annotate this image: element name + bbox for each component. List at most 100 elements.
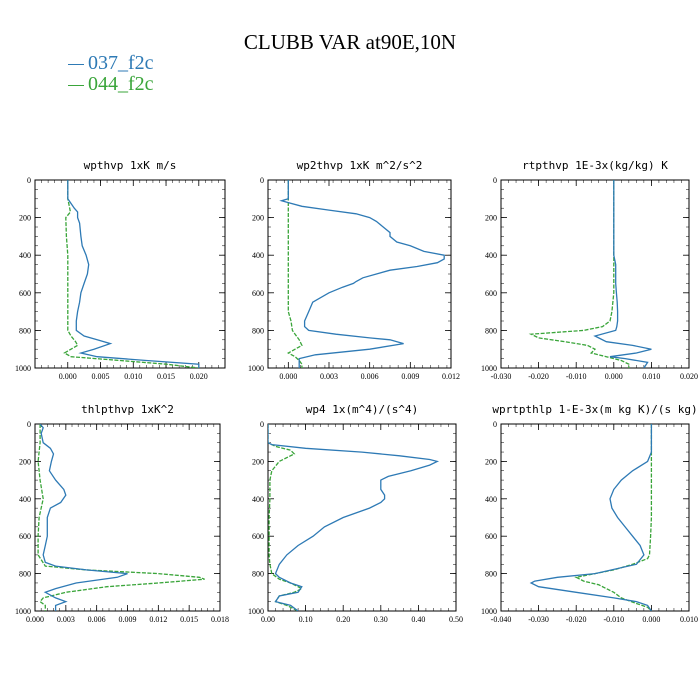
x-tick-label: 0.40	[411, 615, 425, 624]
y-tick-label: 1000	[248, 364, 264, 373]
series-line-037_f2c	[268, 424, 440, 611]
y-tick-label: 200	[252, 457, 264, 466]
series-line-044_f2c	[286, 180, 303, 368]
x-tick-label: 0.50	[449, 615, 463, 624]
x-tick-label: 0.000	[279, 372, 297, 381]
y-tick-label: 0	[260, 420, 264, 429]
y-tick-label: 600	[485, 532, 497, 541]
series-line-037_f2c	[39, 424, 128, 611]
legend-item-037: 037_f2c	[68, 52, 154, 74]
y-tick-label: 400	[19, 495, 31, 504]
y-tick-label: 200	[485, 214, 497, 223]
x-tick-label: 0.006	[88, 615, 106, 624]
y-tick-label: 800	[252, 326, 264, 335]
x-tick-label: 0.000	[642, 615, 660, 624]
y-tick-label: 0	[27, 420, 31, 429]
x-tick-label: -0.040	[491, 615, 512, 624]
series-line-044_f2c	[63, 180, 199, 368]
x-tick-label: 0.000	[26, 615, 44, 624]
x-tick-label: -0.010	[566, 372, 587, 381]
y-tick-label: 800	[19, 326, 31, 335]
x-tick-label: 0.00	[261, 615, 275, 624]
y-tick-label: 200	[252, 214, 264, 223]
y-tick-label: 800	[485, 570, 497, 579]
x-tick-label: 0.000	[59, 372, 77, 381]
x-tick-label: -0.030	[528, 615, 549, 624]
y-tick-label: 400	[252, 251, 264, 260]
y-tick-label: 800	[252, 570, 264, 579]
y-tick-label: 1000	[248, 607, 264, 616]
series-line-037_f2c	[67, 180, 200, 368]
x-tick-label: 0.003	[57, 615, 75, 624]
y-tick-label: 200	[19, 457, 31, 466]
series-line-037_f2c	[593, 180, 652, 368]
y-tick-label: 200	[485, 457, 497, 466]
series-line-044_f2c	[268, 424, 304, 611]
x-tick-label: 0.018	[211, 615, 229, 624]
y-tick-label: 800	[485, 326, 497, 335]
legend-swatch-037	[68, 63, 84, 65]
panel-title: thlpthvp 1xK^2	[81, 403, 174, 416]
y-tick-label: 200	[19, 214, 31, 223]
y-tick-label: 600	[485, 289, 497, 298]
panel-title: rtpthvp 1E-3x(kg/kg) K	[522, 159, 668, 172]
plot-frame	[267, 179, 452, 369]
x-tick-label: 0.020	[190, 372, 208, 381]
legend-label-044: 044_f2c	[88, 73, 154, 95]
y-tick-label: 1000	[15, 364, 31, 373]
x-tick-label: 0.009	[119, 615, 137, 624]
x-tick-label: -0.030	[491, 372, 512, 381]
y-tick-label: 400	[485, 495, 497, 504]
y-tick-label: 400	[485, 251, 497, 260]
x-tick-label: 0.30	[374, 615, 388, 624]
y-tick-label: 0	[260, 176, 264, 185]
x-tick-label: 0.010	[680, 615, 698, 624]
x-tick-label: 0.006	[361, 372, 379, 381]
legend-item-044: 044_f2c	[68, 73, 154, 95]
panel-title: wprtpthlp 1-E-3x(m kg K)/(s kg)	[492, 403, 697, 416]
x-tick-label: 0.015	[157, 372, 175, 381]
legend-swatch-044	[68, 84, 84, 86]
x-tick-label: 0.005	[92, 372, 110, 381]
plot-frame	[500, 179, 690, 369]
x-tick-label: 0.020	[680, 372, 698, 381]
x-tick-label: 0.009	[401, 372, 419, 381]
x-tick-label: 0.10	[299, 615, 313, 624]
chart-title: CLUBB VAR at90E,10N	[243, 30, 457, 54]
plot-frame	[500, 423, 690, 612]
x-tick-label: 0.015	[180, 615, 198, 624]
panel-title: wpthvp 1xK m/s	[84, 159, 177, 172]
x-tick-label: 0.010	[124, 372, 142, 381]
x-tick-label: 0.000	[605, 372, 623, 381]
x-tick-label: 0.20	[336, 615, 350, 624]
series-line-037_f2c	[279, 180, 445, 368]
y-tick-label: 1000	[481, 364, 497, 373]
plot-frame	[34, 179, 226, 369]
x-tick-label: 0.012	[442, 372, 460, 381]
series-line-044_f2c	[37, 424, 205, 611]
y-tick-label: 400	[252, 495, 264, 504]
y-tick-label: 1000	[481, 607, 497, 616]
panel-title: wp2thvp 1xK m^2/s^2	[297, 159, 423, 172]
y-tick-label: 1000	[15, 607, 31, 616]
y-tick-label: 400	[19, 251, 31, 260]
x-tick-label: 0.003	[320, 372, 338, 381]
x-tick-label: -0.020	[528, 372, 549, 381]
series-line-037_f2c	[529, 424, 653, 611]
legend-label-037: 037_f2c	[88, 52, 154, 74]
y-tick-label: 0	[493, 176, 497, 185]
y-tick-label: 0	[493, 420, 497, 429]
series-line-044_f2c	[574, 424, 653, 611]
y-tick-label: 600	[19, 289, 31, 298]
y-tick-label: 600	[252, 532, 264, 541]
y-tick-label: 800	[19, 570, 31, 579]
x-tick-label: -0.020	[566, 615, 587, 624]
y-tick-label: 0	[27, 176, 31, 185]
y-tick-label: 600	[19, 532, 31, 541]
x-tick-label: 0.012	[149, 615, 167, 624]
plot-frame	[34, 423, 221, 612]
x-tick-label: 0.010	[642, 372, 660, 381]
panel-title: wp4 1x(m^4)/(s^4)	[306, 403, 419, 416]
y-tick-label: 600	[252, 289, 264, 298]
